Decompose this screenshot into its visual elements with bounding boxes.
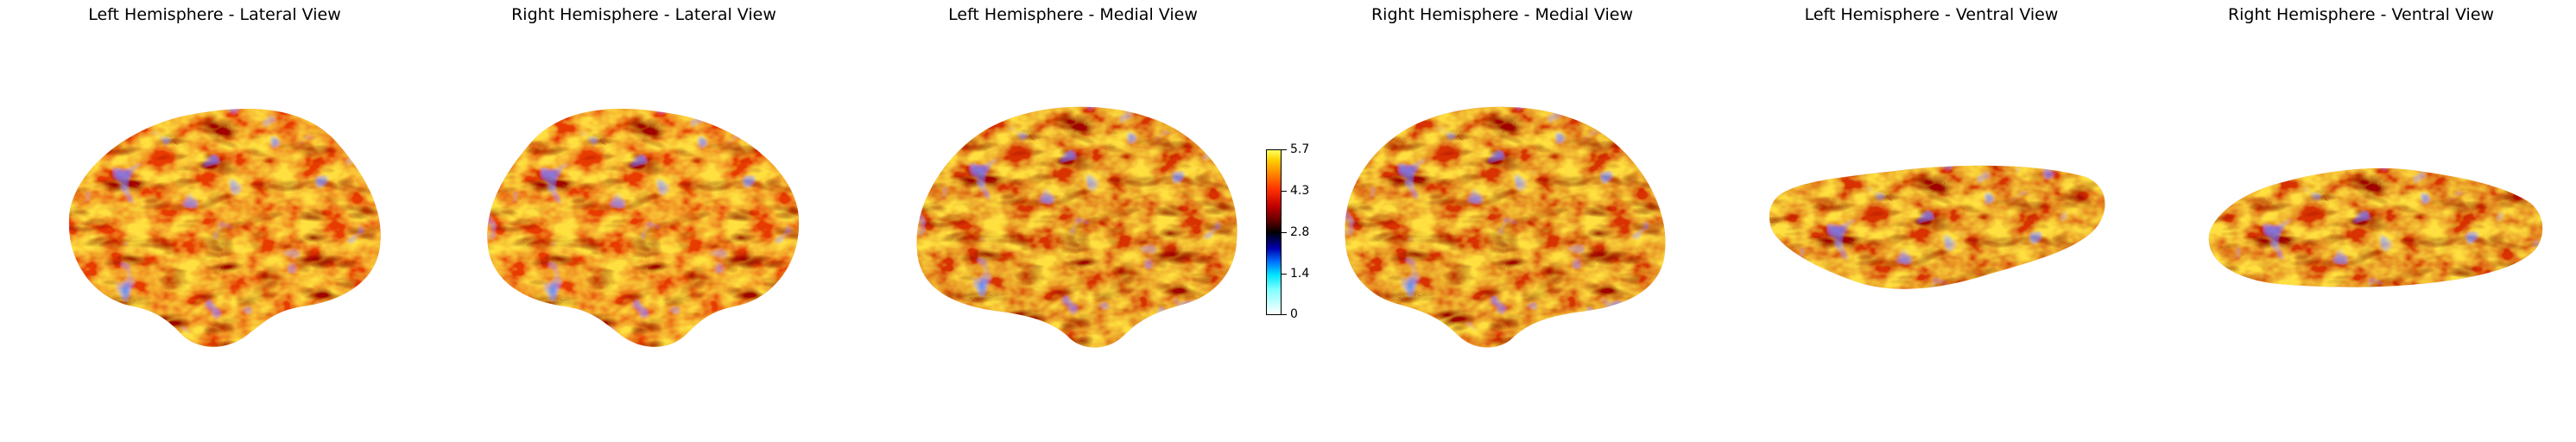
panel-left-ventral: Left Hemisphere - Ventral View [1717, 0, 2146, 442]
panel-left-medial: Left Hemisphere - Medial View [858, 0, 1288, 442]
brain-surface-left-lateral [68, 109, 381, 347]
colorbar-tick-label: 5.7 [1290, 142, 1310, 156]
colorbar [1266, 149, 1282, 315]
colorbar-tick-label: 0 [1290, 307, 1298, 321]
panel-title: Right Hemisphere - Medial View [1370, 5, 1634, 24]
panel-left-lateral: Left Hemisphere - Lateral View [0, 0, 429, 442]
colorbar-tick-label: 4.3 [1290, 184, 1310, 198]
panel-title: Right Hemisphere - Ventral View [2227, 5, 2495, 24]
panel-title: Left Hemisphere - Ventral View [1804, 5, 2059, 24]
panel-title: Left Hemisphere - Lateral View [88, 5, 341, 24]
brain-surface-left-medial [916, 106, 1237, 348]
panel-right-ventral: Right Hemisphere - Ventral View [2146, 0, 2576, 442]
brain-surface-right-medial [1345, 106, 1666, 348]
panel-right-lateral: Right Hemisphere - Lateral View [429, 0, 858, 442]
panel-title: Right Hemisphere - Lateral View [511, 5, 776, 24]
brain-surface-right-ventral [2208, 167, 2543, 287]
colorbar-tick-label: 1.4 [1290, 267, 1310, 281]
panel-right-medial: Right Hemisphere - Medial View [1288, 0, 1717, 442]
panel-title: Left Hemisphere - Medial View [948, 5, 1198, 24]
brain-surface-left-ventral [1769, 165, 2105, 289]
brain-surface-right-lateral [487, 109, 800, 347]
colorbar-tick-label: 2.8 [1290, 225, 1310, 239]
